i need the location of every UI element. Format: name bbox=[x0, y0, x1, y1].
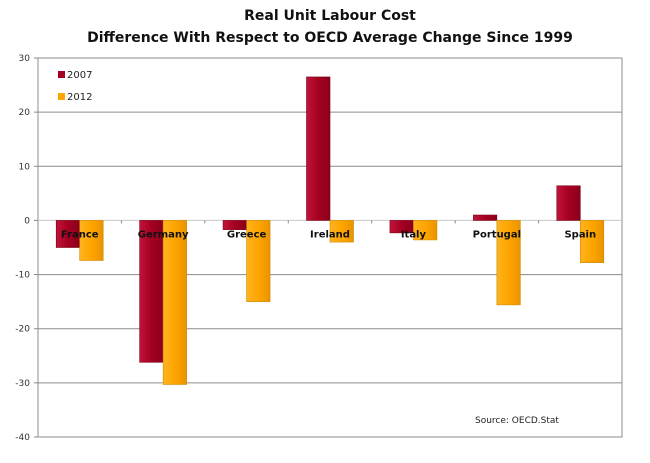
legend-swatch-2007 bbox=[58, 71, 65, 78]
plot-border bbox=[37, 57, 623, 438]
category-label: France bbox=[61, 229, 99, 240]
legend-label: 2012 bbox=[67, 92, 92, 103]
y-tick-label: 30 bbox=[19, 54, 31, 64]
bar-2012-france bbox=[79, 220, 104, 261]
bar-2007-greece bbox=[222, 220, 247, 230]
bar-2012-ireland bbox=[329, 220, 354, 243]
bar-2007-portugal bbox=[473, 214, 498, 221]
y-tick-label: -10 bbox=[15, 271, 30, 281]
y-tick-label: 0 bbox=[24, 216, 30, 226]
chart-title: Real Unit Labour Cost bbox=[244, 8, 416, 24]
bar-2007-ireland bbox=[306, 76, 331, 221]
bar-2012-spain bbox=[579, 220, 605, 263]
bar-2012-portugal bbox=[496, 220, 521, 306]
legend-label: 2007 bbox=[67, 70, 92, 81]
bar-2007-spain bbox=[556, 185, 581, 221]
y-tick-label: 20 bbox=[19, 108, 31, 118]
y-tick-label: -40 bbox=[15, 433, 30, 443]
y-tick-label: -30 bbox=[15, 379, 30, 389]
bar-2012-germany bbox=[162, 220, 187, 385]
category-label: Italy bbox=[401, 229, 427, 240]
source-annotation: Source: OECD.Stat bbox=[475, 416, 559, 426]
bar-2007-germany bbox=[139, 220, 164, 363]
category-label: Greece bbox=[227, 229, 267, 240]
category-label: Spain bbox=[564, 229, 596, 240]
category-label: Portugal bbox=[473, 229, 521, 240]
y-tick-label: -20 bbox=[15, 325, 30, 335]
y-tick-label: 10 bbox=[19, 162, 31, 172]
bar-2012-italy bbox=[413, 220, 438, 241]
bar-2012-greece bbox=[246, 220, 271, 302]
chart-subtitle: Difference With Respect to OECD Average … bbox=[87, 30, 573, 46]
category-label: Ireland bbox=[310, 229, 350, 240]
legend-swatch-2012 bbox=[58, 93, 65, 100]
category-label: Germany bbox=[138, 229, 189, 240]
